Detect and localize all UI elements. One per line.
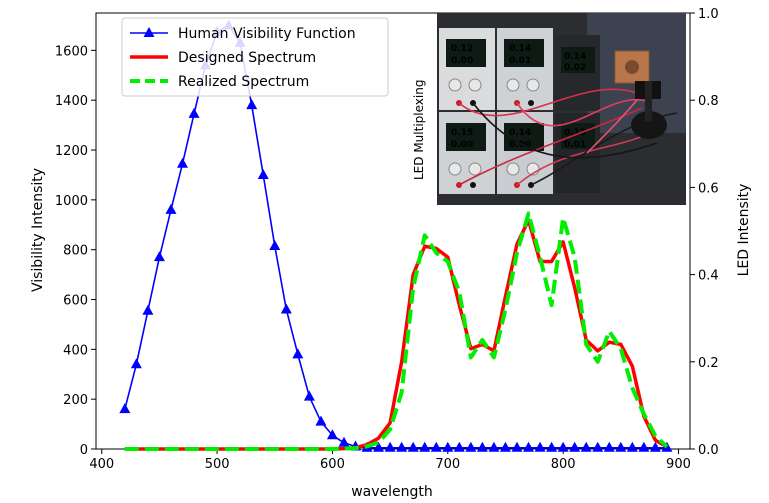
series-point-0 bbox=[269, 239, 281, 250]
series-point-0 bbox=[188, 107, 200, 118]
psu-readout: 0.01 bbox=[564, 140, 586, 150]
y2-tick-label: 0.8 bbox=[698, 94, 719, 109]
series-point-0 bbox=[592, 441, 604, 452]
y-tick-label: 200 bbox=[63, 393, 88, 408]
x-tick-label: 900 bbox=[666, 457, 691, 472]
series-point-0 bbox=[142, 304, 154, 315]
psu-knobs bbox=[448, 78, 540, 176]
y2-tick-label: 0.2 bbox=[698, 356, 719, 371]
psu-readout: 0.14 bbox=[564, 52, 586, 62]
series-point-0 bbox=[246, 99, 258, 110]
series-point-0 bbox=[119, 403, 131, 414]
series-point-0 bbox=[603, 441, 615, 452]
series-point-0 bbox=[373, 441, 385, 452]
series-line-2 bbox=[124, 211, 669, 451]
x-tick-label: 600 bbox=[320, 457, 345, 472]
legend-label-0: Human Visibility Function bbox=[178, 26, 356, 42]
x-axis-label: wavelength bbox=[351, 484, 433, 500]
psu-readout: 0.13 bbox=[564, 128, 586, 138]
series-point-0 bbox=[326, 429, 338, 440]
series-point-0 bbox=[476, 441, 488, 452]
led-multiplexing-photo: 0.12 0.00 0.14 0.01 0.14 0.02 0.15 0.00 … bbox=[437, 13, 686, 205]
y-tick-label: 600 bbox=[63, 294, 88, 309]
series-point-0 bbox=[165, 203, 177, 214]
psu-units bbox=[439, 28, 600, 194]
psu-readout: 0.00 bbox=[509, 140, 531, 150]
legend-marker-0 bbox=[143, 27, 155, 37]
legend-label-1: Designed Spectrum bbox=[178, 50, 316, 66]
series-point-0 bbox=[569, 441, 581, 452]
series-point-0 bbox=[396, 441, 408, 452]
plot-area: 400 500 600 700 800 900 0 200 400 600 800 1000 1200 1… bbox=[55, 7, 719, 472]
legend-box bbox=[121, 17, 389, 97]
y-tick-label: 1400 bbox=[55, 94, 88, 109]
psu-readout: 0.14 bbox=[509, 44, 531, 54]
series-point-0 bbox=[315, 415, 327, 426]
series-point-0 bbox=[177, 157, 189, 168]
y-tick-label: 1600 bbox=[55, 44, 88, 59]
series-point-0 bbox=[280, 303, 292, 314]
psu-readout: 0.01 bbox=[509, 56, 531, 66]
y-tick-label: 1000 bbox=[55, 194, 88, 209]
series-point-0 bbox=[338, 436, 350, 447]
legend-label-2: Realized Spectrum bbox=[178, 74, 309, 90]
series-point-0 bbox=[384, 441, 396, 452]
psu-displays: 0.12 0.00 0.14 0.01 0.14 0.02 0.15 0.00 … bbox=[451, 44, 586, 150]
psu-readout: 0.12 bbox=[451, 44, 473, 54]
series-point-0 bbox=[292, 348, 304, 359]
series-point-0 bbox=[499, 441, 511, 452]
series-point-0 bbox=[638, 441, 650, 452]
series-point-0 bbox=[303, 390, 315, 401]
y-axis-label: Visibility Intensity bbox=[30, 168, 46, 292]
series-point-0 bbox=[511, 441, 523, 452]
x-tick-label: 700 bbox=[435, 457, 460, 472]
y2-tick-label: 0.0 bbox=[698, 443, 719, 458]
y-tick-label: 400 bbox=[63, 343, 88, 358]
inset-label: LED Multiplexing bbox=[412, 79, 426, 180]
series-point-0 bbox=[523, 441, 535, 452]
y2-tick-label: 0.6 bbox=[698, 181, 719, 196]
psu-bench-illustration: 0.12 0.00 0.14 0.01 0.14 0.02 0.15 0.00 … bbox=[437, 13, 686, 205]
y-tick-label: 1200 bbox=[55, 144, 88, 159]
series-point-0 bbox=[442, 441, 454, 452]
series-point-0 bbox=[557, 441, 569, 452]
x-tick-label: 500 bbox=[205, 457, 230, 472]
psu-readout: 0.00 bbox=[451, 56, 473, 66]
series-point-0 bbox=[580, 441, 592, 452]
series-point-0 bbox=[257, 168, 269, 179]
y-tick-label: 0 bbox=[80, 443, 88, 458]
series-point-0 bbox=[430, 441, 442, 452]
series-point-0 bbox=[419, 441, 431, 452]
x-tick-label: 800 bbox=[551, 457, 576, 472]
y2-axis-label: LED Intensity bbox=[736, 184, 752, 277]
series-point-0 bbox=[130, 358, 142, 369]
led-board bbox=[614, 50, 667, 139]
wires bbox=[458, 87, 678, 186]
psu-readout: 0.14 bbox=[509, 128, 531, 138]
y2-tick-label: 1.0 bbox=[698, 7, 719, 22]
series-point-0 bbox=[649, 441, 661, 452]
psu-readout: 0.00 bbox=[451, 140, 473, 150]
series-point-0 bbox=[465, 441, 477, 452]
x-tick-label: 400 bbox=[89, 457, 114, 472]
y2-tick-label: 0.4 bbox=[698, 269, 719, 284]
y-tick-label: 800 bbox=[63, 244, 88, 259]
series-point-0 bbox=[153, 251, 165, 262]
series-point-0 bbox=[546, 441, 558, 452]
series-point-0 bbox=[534, 441, 546, 452]
series-point-0 bbox=[453, 441, 465, 452]
series-point-0 bbox=[488, 441, 500, 452]
psu-readout: 0.02 bbox=[564, 63, 586, 73]
psu-readout: 0.15 bbox=[451, 128, 473, 138]
series-point-0 bbox=[626, 441, 638, 452]
series-point-0 bbox=[407, 441, 419, 452]
series-point-0 bbox=[615, 441, 627, 452]
